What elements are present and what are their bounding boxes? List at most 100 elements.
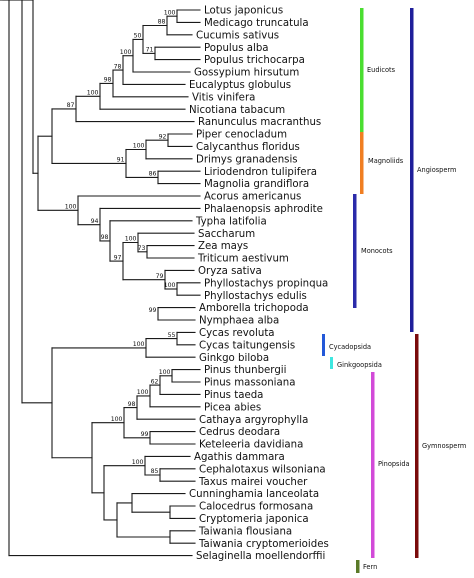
taxon-label: Eucalyptus globulus [189,80,291,91]
bootstrap-value: 99 [141,431,149,438]
taxon-label: Acorus americanus [204,192,301,203]
bootstrap-value: 91 [117,157,125,164]
bootstrap-value: 100 [20,0,32,2]
taxon-label: Populus trichocarpa [204,55,305,66]
taxon-label: Lotus japonicus [204,6,283,17]
taxon-label: Cycas revoluta [199,328,275,339]
pinopsida-label: Pinopsida [378,460,410,468]
pinopsida-bar [371,372,375,558]
bootstrap-value: 87 [67,102,75,109]
taxon-label: Populus alba [204,43,269,54]
taxon-label: Cryptomeria japonica [199,514,309,525]
taxon-label: Phyllostachys edulis [204,291,307,302]
taxon-label: Typha latifolia [195,216,267,227]
bootstrap-value: 100 [65,204,77,211]
bootstrap-value: 71 [146,47,154,54]
monocots-bar [353,194,357,308]
taxon-label: Cycas taitungensis [199,340,295,351]
bootstrap-value: 100 [132,459,144,466]
taxon-label: Cedrus deodara [199,427,280,438]
taxon-label: Taiwania flousiana [198,526,292,537]
taxon-label: Oryza sativa [198,266,262,277]
gymnosperm-bar [415,334,419,558]
taxon-label: Ginkgo biloba [199,353,269,364]
taxon-label: Calocedrus formosana [199,502,313,513]
taxon-label: Medicago truncatula [204,18,309,29]
taxon-label: Selaginella moellendorffii [196,551,325,562]
cycadopsida-bar [322,334,325,356]
bootstrap-value: 100 [111,416,123,423]
taxon-label: Pinus thunbergii [204,365,286,376]
taxon-label: Cunninghamia lanceolata [189,489,319,500]
bootstrap-value: 100 [120,49,132,56]
bootstrap-value: 88 [158,19,166,26]
angiosperm-label: Angiosperm [417,166,456,174]
bootstrap-value: 78 [114,63,122,70]
bootstrap-value: 98 [128,401,136,408]
tree-branches [0,0,201,557]
bootstrap-value: 50 [134,33,142,40]
taxon-label: Phyllostachys propinqua [204,278,328,289]
bootstrap-value: 100 [125,236,137,243]
bootstrap-value: 100 [133,341,145,348]
taxon-label: Cucumis sativus [196,30,279,41]
taxon-label: Vitis vinifera [192,92,255,103]
bootstrap-value: 98 [104,77,112,84]
bootstrap-value: 85 [151,468,159,475]
bootstrap-value: 97 [114,254,122,261]
bootstrap-value: 100 [164,282,176,289]
gymnosperm-label: Gymnosperm [422,442,466,450]
taxon-label: Drimys granadensis [196,154,298,165]
bootstrap-value: 92 [159,133,167,140]
bootstrap-value: 100 [159,369,171,376]
taxon-label: Nymphaea alba [199,316,279,327]
eudicots-label: Eudicots [367,66,396,74]
bootstrap-value: 100 [137,389,149,396]
fern-label: Fern [363,563,377,571]
bootstrap-values: 1008871501007898100879210086919498971007… [20,0,176,475]
angiosperm-bar [410,8,414,332]
taxon-label: Zea mays [198,241,248,252]
bootstrap-value: 100 [87,90,99,97]
bootstrap-value: 100 [164,9,176,16]
taxon-label: Pinus taeda [204,390,263,401]
fern-bar [356,560,360,573]
taxon-label: Cephalotaxus wilsoniana [199,464,326,475]
bootstrap-value: 86 [149,171,157,178]
clade-labels: Eudicots Magnoliids Monocots Angiosperm … [329,66,466,571]
ginkgoopsida-bar [330,357,333,369]
taxon-label: Phalaenopsis aphrodite [204,204,323,215]
taxon-label: Piper cenocladum [196,130,287,141]
magnoliids-label: Magnoliids [368,157,404,165]
taxon-label: Gossypium hirsutum [194,68,299,79]
taxon-label: Liriodendron tulipifera [204,167,317,178]
taxon-label: Pinus massoniana [204,378,295,389]
taxon-label: Magnolia grandiflora [204,179,309,190]
clade-bars [322,8,419,573]
monocots-label: Monocots [361,247,393,255]
bootstrap-value: 99 [149,307,157,314]
taxon-label: Amborella trichopoda [199,303,309,314]
ginkgoopsida-label: Ginkgoopsida [337,361,382,369]
taxon-label: Saccharum [198,229,255,240]
bootstrap-value: 55 [168,332,176,339]
taxon-label: Ranunculus macranthus [198,117,321,128]
taxon-label: Taiwania cryptomerioides [198,539,329,550]
magnoliids-bar [360,132,364,194]
bootstrap-value: 79 [156,273,164,280]
taxon-label: Agathis dammara [194,452,285,463]
bootstrap-value: 62 [151,378,159,385]
taxon-label: Picea abies [204,402,261,413]
cycadopsida-label: Cycadopsida [329,343,371,351]
bootstrap-value: 73 [138,245,146,252]
bootstrap-value: 94 [91,218,99,225]
taxon-label: Calycanthus floridus [196,142,300,153]
bootstrap-value: 98 [101,234,109,241]
taxon-label: Keteleeria davidiana [199,440,303,451]
taxon-label: Cathaya argyrophylla [199,415,308,426]
taxon-label: Nicotiana tabacum [189,105,285,116]
taxon-label: Taxus mairei voucher [198,477,308,488]
